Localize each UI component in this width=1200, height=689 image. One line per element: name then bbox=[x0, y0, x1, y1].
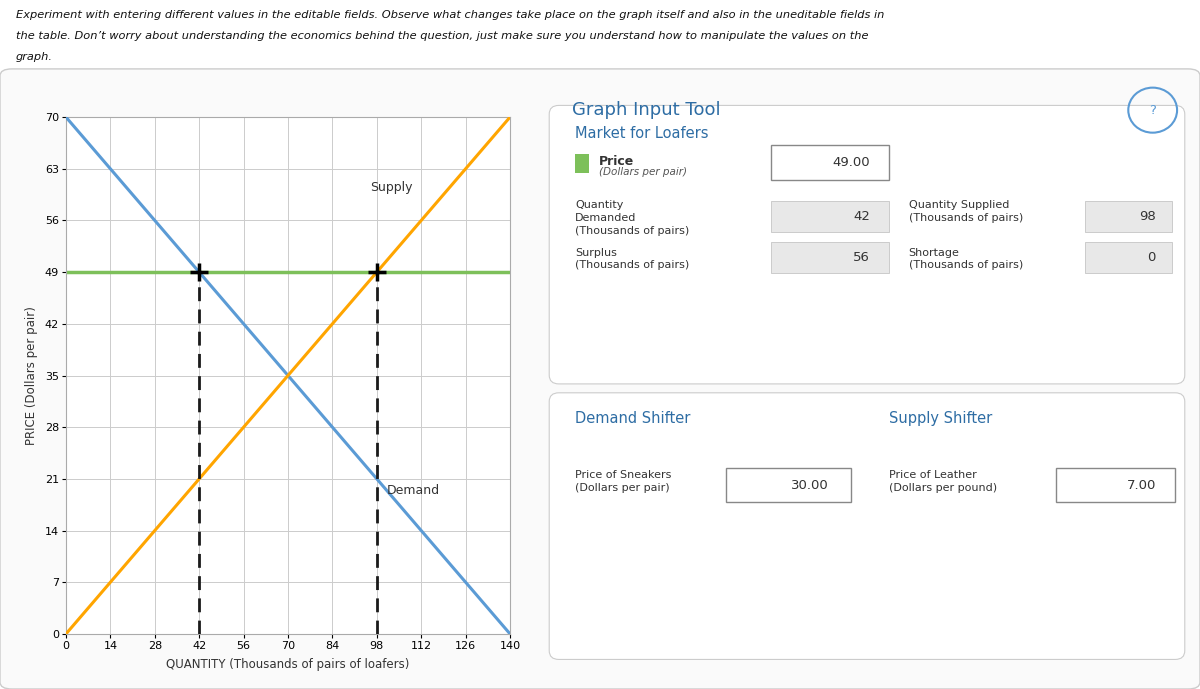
Text: the table. Don’t worry about understanding the economics behind the question, ju: the table. Don’t worry about understandi… bbox=[16, 31, 868, 41]
FancyBboxPatch shape bbox=[1085, 243, 1172, 273]
FancyBboxPatch shape bbox=[770, 145, 889, 180]
Text: Quantity
Demanded
(Thousands of pairs): Quantity Demanded (Thousands of pairs) bbox=[575, 200, 689, 236]
Text: Experiment with entering different values in the editable fields. Observe what c: Experiment with entering different value… bbox=[16, 10, 884, 21]
Text: 49.00: 49.00 bbox=[833, 156, 870, 169]
FancyBboxPatch shape bbox=[770, 243, 889, 273]
Y-axis label: PRICE (Dollars per pair): PRICE (Dollars per pair) bbox=[25, 306, 38, 445]
Text: Price of Leather
(Dollars per pound): Price of Leather (Dollars per pound) bbox=[889, 470, 997, 493]
Text: 0: 0 bbox=[1147, 251, 1156, 264]
Text: Supply Shifter: Supply Shifter bbox=[889, 411, 992, 426]
Text: ?: ? bbox=[1150, 103, 1156, 116]
FancyBboxPatch shape bbox=[1085, 200, 1172, 232]
Text: Surplus
(Thousands of pairs): Surplus (Thousands of pairs) bbox=[575, 247, 689, 270]
Text: Price: Price bbox=[599, 154, 635, 167]
Text: Shortage
(Thousands of pairs): Shortage (Thousands of pairs) bbox=[908, 247, 1022, 270]
Text: Demand: Demand bbox=[386, 484, 439, 497]
Text: Supply: Supply bbox=[371, 181, 413, 194]
Text: Market for Loafers: Market for Loafers bbox=[575, 126, 708, 141]
Text: Graph Input Tool: Graph Input Tool bbox=[571, 101, 720, 119]
FancyBboxPatch shape bbox=[770, 200, 889, 232]
Text: 42: 42 bbox=[853, 209, 870, 223]
Text: (Dollars per pair): (Dollars per pair) bbox=[599, 167, 688, 177]
FancyBboxPatch shape bbox=[726, 468, 851, 502]
Text: Price of Sneakers
(Dollars per pair): Price of Sneakers (Dollars per pair) bbox=[575, 470, 671, 493]
X-axis label: QUANTITY (Thousands of pairs of loafers): QUANTITY (Thousands of pairs of loafers) bbox=[167, 658, 409, 671]
Text: 56: 56 bbox=[853, 251, 870, 264]
Text: 98: 98 bbox=[1139, 209, 1156, 223]
Text: 30.00: 30.00 bbox=[791, 479, 828, 492]
Text: Quantity Supplied
(Thousands of pairs): Quantity Supplied (Thousands of pairs) bbox=[908, 200, 1022, 223]
Text: Demand Shifter: Demand Shifter bbox=[575, 411, 690, 426]
FancyBboxPatch shape bbox=[575, 154, 589, 173]
FancyBboxPatch shape bbox=[550, 393, 1184, 659]
Text: graph.: graph. bbox=[16, 52, 53, 62]
FancyBboxPatch shape bbox=[1056, 468, 1175, 502]
Text: 7.00: 7.00 bbox=[1127, 479, 1156, 492]
FancyBboxPatch shape bbox=[550, 105, 1184, 384]
